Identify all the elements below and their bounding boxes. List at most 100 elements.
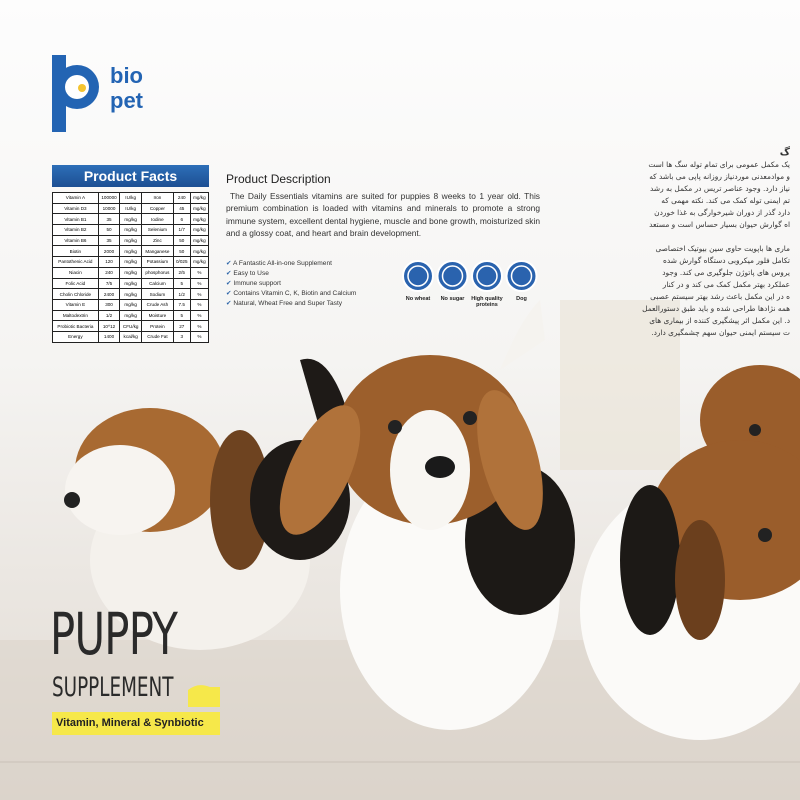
facts-cell: mg/kg (119, 298, 143, 311)
persian-heading: گ (779, 147, 790, 158)
facts-cell: 27 (172, 320, 191, 332)
facts-cell: % (189, 288, 210, 300)
facts-cell: 10000 (97, 202, 121, 215)
persian-line: نیاز دارد. وجود عناصر تریس در مکمل به رش… (650, 184, 790, 193)
facts-cell: CFU/kg (119, 320, 143, 332)
facts-cell: 2000 (97, 245, 121, 258)
facts-cell: mg/kg (119, 309, 143, 322)
facts-row: Pantothenic Acid 120 mg/kg Potassium 0/025 mg… (52, 256, 210, 268)
facts-cell: 50 (172, 234, 191, 247)
product-facts: Product Facts Vitamin A 100000 IU/kg Iron 24… (52, 165, 210, 343)
persian-line: تم ایمنی توله کمک می کند. نکته مهمی که (661, 196, 790, 205)
badge-ring (476, 265, 498, 287)
facts-cell: 300 (97, 298, 121, 311)
description-text: The Daily Essentials vitamins are suited… (226, 191, 540, 239)
facts-cell: mg/kg (189, 213, 210, 226)
facts-cell: 240 (172, 192, 191, 204)
bullet: Natural, Wheat Free and Super Tasty (226, 299, 356, 309)
badge-label: No sugar (441, 296, 466, 302)
facts-row: Vitamin A 100000 IU/kg Iron 240 mg/kg (52, 192, 210, 204)
facts-row: Folic Acid 7/5 mg/kg Calcium 5% (52, 277, 210, 290)
facts-cell: mg/kg (119, 256, 143, 268)
facts-cell: Iodine (141, 213, 174, 226)
facts-cell: mg/kg (189, 224, 210, 236)
facts-cell: % (189, 277, 210, 290)
facts-cell: Vitamin B2 (52, 224, 99, 236)
facts-cell: 7/5 (97, 277, 121, 290)
facts-cell: Biotin (52, 245, 99, 258)
facts-cell: 35 (97, 213, 121, 226)
facts-cell: 6 (172, 213, 191, 226)
facts-cell: Energy (52, 330, 99, 343)
facts-cell: mg/kg (119, 213, 143, 226)
facts-table: Vitamin A 100000 IU/kg Iron 240 mg/kg Vitamin … (52, 192, 210, 343)
logo-text: pet (110, 88, 144, 113)
facts-row: Cholin Chloride 2400 mg/kg Sodium 1/2% (52, 288, 210, 300)
facts-cell: 2/5 (172, 266, 191, 279)
facts-cell: Iron (141, 192, 174, 204)
facts-cell: 5 (172, 309, 191, 322)
facts-cell: Protein (141, 320, 174, 332)
product-name: PUPPY (50, 600, 178, 668)
persian-line: د. این مکمل اثر پیشگیری کننده از بیماری … (649, 316, 790, 325)
badge-ring (510, 265, 533, 287)
facts-cell: 1/7 (172, 224, 191, 236)
facts-cell: 5 (172, 277, 191, 290)
facts-cell: 7.5 (172, 298, 191, 311)
facts-cell: Copper (141, 202, 174, 215)
facts-row: Vitamin D3 10000 IU/kg Copper 45 mg/kg (52, 202, 210, 215)
bullet: Immune support (226, 279, 356, 289)
facts-row: Vitamin B2 50 mg/kg Selenium 1/7 mg/kg (52, 224, 210, 236)
persian-line: ه در این مکمل باعث رشد بهتر سیستم عصبی (650, 292, 790, 301)
facts-row: Maltodextrin 1/2 mg/kg Moisture 5% (52, 309, 210, 322)
facts-cell: mg/kg (189, 245, 210, 258)
persian-line: یک مکمل عمومی برای تمام توله سگ ها است (648, 160, 790, 169)
facts-cell: Pantothenic Acid (52, 256, 99, 268)
facts-cell: 50 (97, 224, 121, 236)
facts-cell: mg/kg (119, 245, 143, 258)
persian-line: عملکرد بهتر مکمل کمک می کند و در کنار (662, 280, 790, 289)
bullets: A Fantastic All-in-one SupplementEasy to… (226, 259, 356, 309)
facts-cell: Potassium (141, 256, 174, 268)
bullet: Easy to Use (226, 269, 356, 279)
facts-cell: Calcium (141, 277, 174, 290)
facts-cell: Niacin (52, 266, 99, 279)
persian-line: ماری ها باپویت حاوی سین بیوتیک اختصاصی (655, 244, 791, 253)
facts-cell: Sodium (141, 288, 174, 300)
facts-row: Vitamin E 300 mg/kg Crude Ash 7.5% (52, 298, 210, 311)
facts-cell: 35 (97, 234, 121, 247)
persian-line: دارد گذر از دوران شیرخوارگی به غذا خوردن (654, 208, 790, 217)
facts-cell: IU/kg (119, 202, 143, 215)
facts-cell: 100000 (97, 192, 121, 204)
bullet: A Fantastic All-in-one Supplement (226, 259, 356, 269)
facts-cell: IU/kg (119, 192, 143, 204)
persian-text: گ یک مکمل عمومی برای تمام توله سگ ها است و… (610, 147, 790, 339)
facts-row: Vitamin B1 35 mg/kg Iodine 6 mg/kg (52, 213, 210, 226)
facts-cell: phosphorus (141, 266, 174, 279)
facts-cell: 1/2 (97, 309, 121, 322)
facts-cell: kcal/kg (119, 330, 143, 343)
logo-text: bio (110, 63, 143, 88)
facts-cell: mg/kg (119, 234, 143, 247)
bullet: Contains Vitamin C, K, Biotin and Calciu… (226, 289, 356, 299)
facts-cell: mg/kg (189, 256, 210, 268)
description-title: Product Description (226, 172, 331, 186)
facts-cell: Vitamin D3 (52, 202, 99, 215)
facts-cell: Selenium (141, 224, 174, 236)
facts-cell: mg/kg (119, 224, 143, 236)
facts-cell: mg/kg (189, 202, 210, 215)
persian-line: اه گوارش حیوان بسیار حساس است و مستعد (649, 220, 790, 229)
badge-ring (407, 265, 429, 287)
facts-cell: Cholin Chloride (52, 288, 99, 300)
persian-line: و موادمعدنی موردنیاز روزانه پاپی می باشد… (649, 172, 790, 181)
badge-ring (441, 265, 464, 287)
product-kind: SUPPLEMENT (52, 672, 174, 703)
facts-row: Niacin 240 mg/kg phosphorus 2/5% (52, 266, 210, 279)
facts-cell: % (189, 330, 210, 343)
facts-row: Energy 1400 kcal/kg Crude Fat 3% (52, 330, 210, 343)
facts-cell: Manganese (141, 245, 174, 258)
product-tagline: Vitamin, Mineral & Synbiotic (52, 712, 220, 735)
facts-cell: 1/2 (172, 288, 191, 300)
facts-row: Biotin 2000 mg/kg Manganese 50 mg/kg (52, 245, 210, 258)
